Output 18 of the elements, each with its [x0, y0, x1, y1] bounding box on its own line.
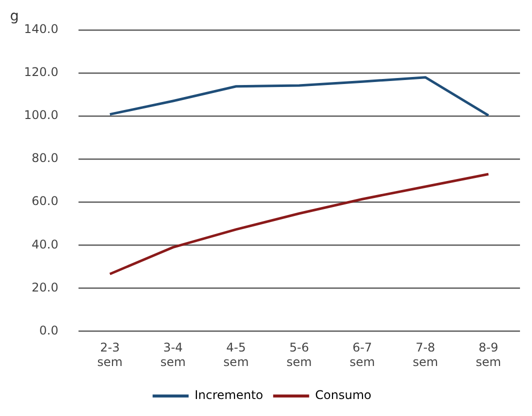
x-tick-label: 5-6 sem — [286, 340, 312, 369]
x-tick-label: 4-5 sem — [223, 340, 249, 369]
y-axis-title: g — [10, 8, 19, 25]
legend-label: Incremento — [194, 388, 264, 402]
y-tick-label: 120.0 — [24, 65, 58, 80]
x-tick-label: 2-3 sem — [97, 340, 123, 369]
y-tick-label: 60.0 — [32, 194, 58, 208]
y-tick-label: 100.0 — [24, 108, 58, 122]
y-tick-label: 140.0 — [24, 22, 58, 36]
legend-label: Consumo — [315, 388, 372, 402]
y-tick-label: 0.0 — [39, 323, 58, 338]
x-tick-label: 8-9 sem — [476, 340, 502, 369]
x-tick-label: 6-7 sem — [350, 340, 375, 369]
x-tick-label: 3-4 sem — [160, 340, 186, 369]
x-tick-label: 7-8 sem — [412, 340, 438, 369]
y-tick-label: 20.0 — [32, 280, 58, 294]
y-tick-label: 80.0 — [32, 151, 58, 166]
y-tick-label: 40.0 — [32, 237, 58, 252]
